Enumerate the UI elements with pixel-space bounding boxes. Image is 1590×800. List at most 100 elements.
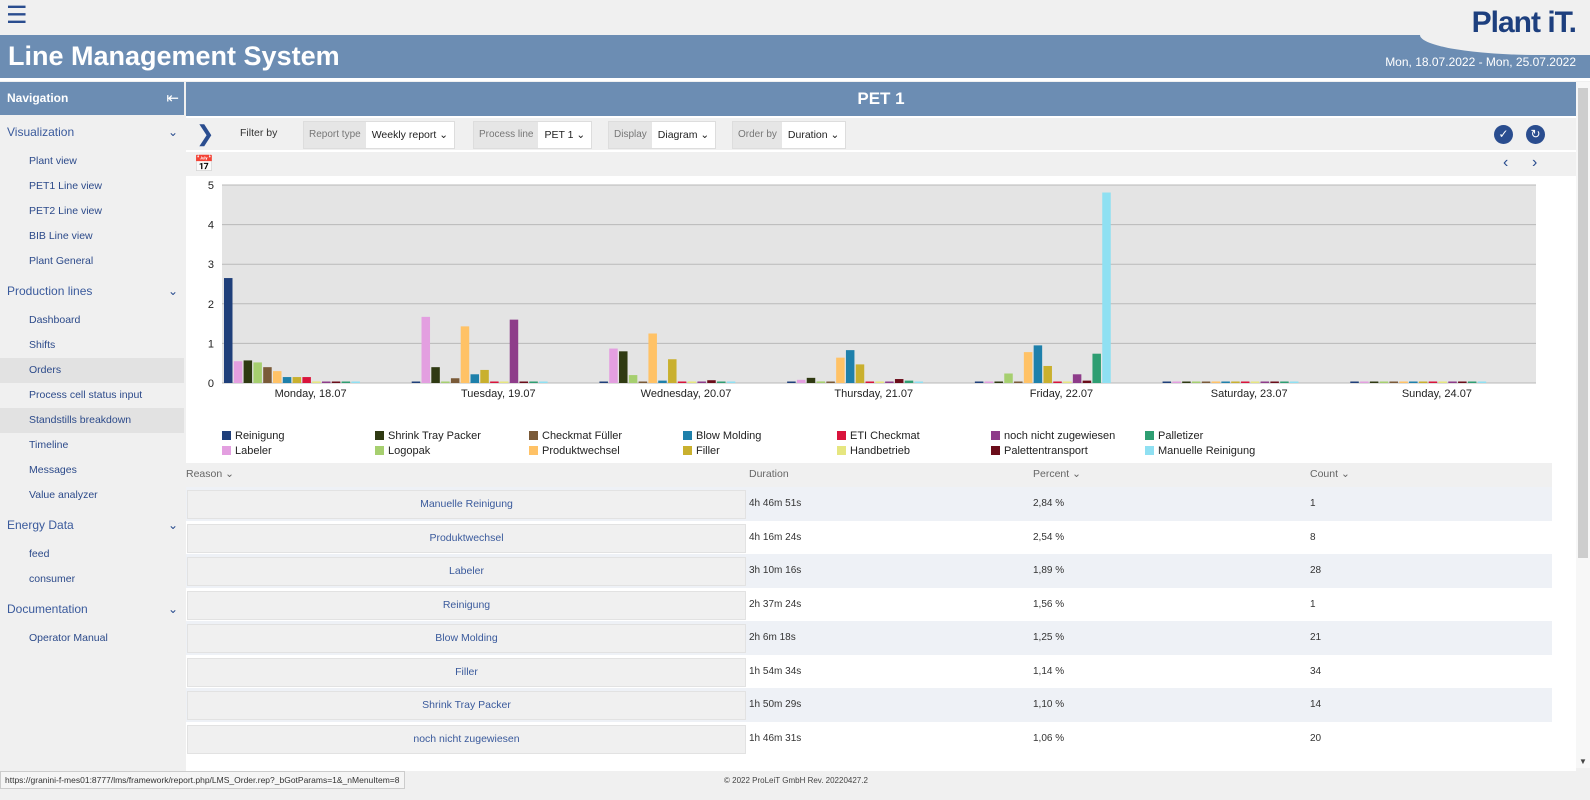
sidebar-item-pet1-line-view[interactable]: PET1 Line view <box>29 180 102 192</box>
reason-cell[interactable]: Produktwechsel <box>187 523 746 553</box>
table-row: Blow Molding 2h 6m 18s 1,25 % 21 <box>186 621 1552 655</box>
reason-cell[interactable]: noch nicht zugewiesen <box>187 724 746 754</box>
sidebar-item-plant-general[interactable]: Plant General <box>29 255 94 267</box>
nav-section-visualization[interactable]: Visualization ⌄ <box>0 115 184 149</box>
legend-item[interactable]: noch nicht zugewiesen <box>991 429 1115 443</box>
legend-item[interactable]: Reinigung <box>222 429 285 443</box>
bar-noch-nicht-zugewiesen <box>697 381 706 383</box>
legend-label: Manuelle Reinigung <box>1158 445 1256 457</box>
chevron-down-icon: ⌄ <box>700 129 710 141</box>
nav-section-label: Production lines <box>7 284 93 298</box>
bar-logopak <box>1191 381 1201 383</box>
sidebar-item-dashboard[interactable]: Dashboard <box>29 314 81 326</box>
nav-section-label: Documentation <box>7 602 88 616</box>
col-header-reason[interactable]: Reason ⌄ <box>186 468 234 480</box>
status-bar: https://granini-f-mes01:8777/lms/framewo… <box>0 771 1590 800</box>
chevron-down-icon: ⌄ <box>1340 468 1350 480</box>
previous-period-icon[interactable]: ‹ <box>1503 154 1509 171</box>
display-select[interactable]: Diagram ⌄ <box>651 122 716 148</box>
bar-labeler <box>984 381 994 383</box>
hamburger-icon[interactable]: ☰ <box>6 2 28 29</box>
col-header-count[interactable]: Count ⌄ <box>1310 468 1350 480</box>
bar-noch-nicht-zugewiesen <box>509 319 519 383</box>
sidebar-item-consumer[interactable]: consumer <box>29 573 76 585</box>
report-type-select[interactable]: Weekly report ⌄ <box>365 122 455 148</box>
col-header-percent[interactable]: Percent ⌄ <box>1033 468 1081 480</box>
count-cell: 1 <box>1310 498 1316 509</box>
legend-item[interactable]: Logopak <box>375 444 430 458</box>
vertical-scrollbar[interactable]: ▼ <box>1576 82 1590 768</box>
col-header-duration[interactable]: Duration <box>749 468 789 480</box>
bar-labeler <box>1172 381 1181 383</box>
sidebar-item-orders[interactable]: Orders <box>0 358 184 383</box>
reason-cell[interactable]: Blow Molding <box>187 624 746 653</box>
bar-palettentransport <box>894 379 904 383</box>
bar-checkmat-f-ller <box>1201 381 1211 383</box>
chevron-down-icon: ⌄ <box>576 129 586 141</box>
bar-manuelle-reinigung <box>1102 192 1111 383</box>
process-line-select[interactable]: PET 1 ⌄ <box>538 122 592 148</box>
count-cell: 1 <box>1310 598 1316 610</box>
sidebar-item-standstills-breakdown[interactable]: Standstills breakdown <box>0 408 184 433</box>
legend-item[interactable]: Labeler <box>222 444 272 458</box>
bar-produktwechsel <box>1023 352 1033 383</box>
display-label: Display <box>609 122 652 148</box>
sidebar-item-timeline[interactable]: Timeline <box>29 439 69 451</box>
sidebar-item-operator-manual[interactable]: Operator Manual <box>29 632 108 644</box>
sidebar-item-shifts[interactable]: Shifts <box>29 339 56 351</box>
bar-palettentransport <box>1270 381 1279 383</box>
apply-check-icon[interactable]: ✓ <box>1494 125 1513 144</box>
legend-item[interactable]: ETI Checkmat <box>837 429 920 443</box>
legend-item[interactable]: Produktwechsel <box>529 444 620 458</box>
sidebar-item-value-analyzer[interactable]: Value analyzer <box>29 489 98 501</box>
legend-item[interactable]: Blow Molding <box>683 429 761 443</box>
sidebar-item-process-cell-status-input[interactable]: Process cell status input <box>29 389 143 401</box>
bar-handbetrieb <box>1438 381 1447 383</box>
legend-item[interactable]: Handbetrieb <box>837 444 910 458</box>
order-by-select[interactable]: Duration ⌄ <box>781 122 846 148</box>
calendar-icon[interactable]: 📅 <box>194 156 214 173</box>
legend-item[interactable]: Checkmat Füller <box>529 429 622 443</box>
sidebar-item-pet2-line-view[interactable]: PET2 Line view <box>29 205 102 217</box>
count-cell: 14 <box>1310 699 1322 710</box>
legend-item[interactable]: Shrink Tray Packer <box>375 429 481 443</box>
sidebar-item-bib-line-view[interactable]: BIB Line view <box>29 230 93 242</box>
bar-palettentransport <box>1458 381 1467 383</box>
collapse-sidebar-icon[interactable]: ⇤ <box>166 90 179 107</box>
bar-labeler <box>609 348 618 383</box>
legend-item[interactable]: Filler <box>683 444 720 458</box>
reason-cell[interactable]: Reinigung <box>187 590 746 620</box>
legend-item[interactable]: Manuelle Reinigung <box>1145 444 1255 458</box>
logo-dot: . <box>1568 6 1577 39</box>
legend-swatch <box>222 431 231 440</box>
bar-produktwechsel <box>648 333 657 383</box>
reason-cell[interactable]: Filler <box>187 657 746 687</box>
reason-cell[interactable]: Manuelle Reinigung <box>187 490 746 519</box>
reset-icon[interactable]: ↻ <box>1526 125 1545 144</box>
scroll-down-icon[interactable]: ▼ <box>1579 757 1587 766</box>
bar-noch-nicht-zugewiesen <box>885 381 894 383</box>
bar-reinigung <box>787 381 796 383</box>
nav-section-energy-data[interactable]: Energy Data ⌄ <box>0 508 184 542</box>
reason-cell[interactable]: Shrink Tray Packer <box>187 691 746 720</box>
bar-shrink-tray-packer <box>619 351 628 383</box>
expand-filter-icon[interactable]: ❯ <box>196 121 215 146</box>
scrollbar-thumb[interactable] <box>1578 88 1588 558</box>
sidebar-item-messages[interactable]: Messages <box>29 464 77 476</box>
percent-cell: 1,06 % <box>1033 732 1065 744</box>
bar-manuelle-reinigung <box>1289 381 1299 383</box>
sidebar-item-plant-view[interactable]: Plant view <box>29 155 77 167</box>
bar-blow-molding <box>1409 381 1418 383</box>
nav-section-production-lines[interactable]: Production lines ⌄ <box>0 274 184 308</box>
sidebar-item-feed[interactable]: feed <box>29 548 50 560</box>
next-period-icon[interactable]: › <box>1532 154 1538 171</box>
nav-section-documentation[interactable]: Documentation ⌄ <box>0 592 184 626</box>
legend-item[interactable]: Palettentransport <box>991 444 1088 458</box>
bar-shrink-tray-packer <box>1369 381 1379 383</box>
page-title: PET 1 <box>186 82 1576 116</box>
bar-palettentransport <box>331 381 341 383</box>
reason-cell[interactable]: Labeler <box>187 557 746 586</box>
legend-item[interactable]: Palletizer <box>1145 429 1203 443</box>
bar-logopak <box>1379 381 1389 383</box>
legend-swatch <box>991 431 1000 440</box>
